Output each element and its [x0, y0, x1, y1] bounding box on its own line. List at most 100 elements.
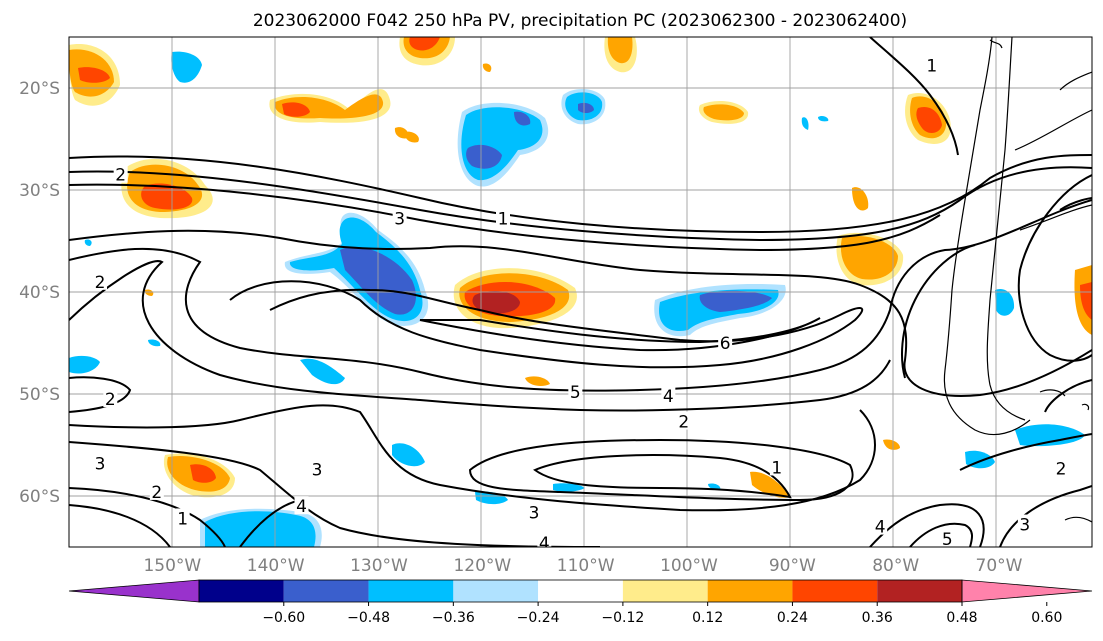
contour-label: 1 [926, 57, 937, 77]
pv-contours [69, 37, 1092, 547]
contour-label: 2 [105, 390, 116, 410]
colorbar-tick-label: −0.12 [601, 610, 644, 626]
precip-positive-area [1080, 282, 1092, 320]
contour-label-bg [93, 271, 107, 290]
pv-contour [69, 154, 1092, 234]
contour-label: 3 [394, 210, 405, 230]
pv-contour [69, 166, 1092, 242]
colorbar-segment [199, 580, 284, 602]
pv-contour [999, 485, 1092, 547]
colorbar-tick-label: −0.48 [347, 610, 390, 626]
coastline [989, 39, 1003, 49]
precip-negative-area [553, 483, 585, 492]
lon-tick-label: 120°W [453, 556, 511, 576]
lon-tick-label: 100°W [660, 556, 718, 576]
contour-label: 6 [720, 334, 731, 354]
contour-label-bg [93, 453, 107, 472]
precip-negative-area [818, 115, 829, 122]
border-line [1014, 109, 1092, 151]
map-title: 2023062000 F042 250 hPa PV, precipitatio… [253, 11, 907, 31]
precip-positive-area [607, 37, 633, 64]
precip-positive-area [482, 63, 492, 72]
contour-label-bg [175, 508, 190, 527]
precip-negative-area [205, 511, 316, 547]
pv-contour [69, 441, 601, 547]
pv-contour [533, 454, 792, 499]
contour-label: 2 [115, 166, 126, 186]
precip-positive-area [190, 464, 216, 483]
precip-negative-area [300, 358, 345, 385]
contour-label-bg [310, 459, 324, 478]
precip-positive-area [394, 127, 409, 139]
border-line [1059, 71, 1092, 91]
colorbar-segment [792, 580, 878, 602]
pv-contour [229, 280, 864, 369]
contour-label-bg [294, 496, 309, 515]
precip-negative-area [69, 355, 100, 374]
pv-contour [901, 244, 976, 379]
pv-contour [69, 404, 876, 512]
contour-label-bg [113, 164, 128, 183]
coastline [1081, 403, 1090, 411]
contour-label-bg [769, 457, 784, 476]
contour-label: 2 [151, 483, 162, 503]
colorbar-tick-label: −0.36 [432, 610, 475, 626]
precip-positive-area [404, 131, 419, 143]
contour-label-bg [392, 208, 407, 227]
precip-negative-area [708, 483, 721, 490]
precip-negative-area [514, 111, 531, 126]
precip-negative-area [578, 102, 594, 113]
contour-label: 3 [529, 503, 540, 523]
colorbar-tick-label: −0.60 [262, 610, 305, 626]
contour-label-bg [149, 481, 164, 500]
contour-label: 1 [177, 509, 188, 529]
precip-negative-area [1015, 424, 1085, 447]
colorbar-segment [368, 580, 454, 602]
contour-label: 4 [663, 387, 674, 407]
pv-contour [468, 438, 854, 502]
contour-label-bg [103, 389, 118, 408]
colorbar-segment [877, 580, 962, 602]
pv-contour [869, 503, 985, 547]
colorbar-segment [707, 580, 793, 602]
lon-tick-label: 70°W [976, 556, 1023, 576]
contour-label-bg [537, 532, 552, 547]
pv-contour [419, 317, 821, 352]
colorbar-tick-label: −0.24 [517, 610, 560, 626]
longitude-labels: 150°W 140°W 130°W 120°W 110°W 100°W 90°W 80°W 70… [143, 556, 1022, 576]
colorbar-tick-label: 0.48 [946, 610, 977, 626]
pv-contour [959, 433, 1092, 471]
contour-label: 4 [539, 534, 550, 554]
precip-positive-area [916, 106, 942, 134]
precip-negative-area [466, 144, 502, 169]
precip-positive-area [883, 439, 900, 450]
lon-tick-label: 90°W [769, 556, 816, 576]
pv-contour [69, 229, 1092, 397]
pv-contour [869, 37, 959, 156]
contour-label-bg [527, 502, 541, 521]
colorbar-segment [538, 580, 623, 602]
pv-contour [909, 522, 973, 547]
lat-tick-label: 20°S [19, 79, 60, 99]
contour-label: 5 [570, 383, 581, 403]
pv-contour [69, 487, 226, 547]
pv-contour [1017, 174, 1092, 362]
colorbar-outline [198, 579, 963, 603]
precip-negative-area [699, 290, 772, 312]
precip-negative-area [995, 288, 1015, 316]
contour-label-bg [1054, 458, 1068, 477]
lon-tick-label: 80°W [872, 556, 919, 576]
coastline [943, 37, 1031, 435]
contour-label-bg [924, 55, 939, 74]
contour-label: 3 [1019, 516, 1030, 536]
colorbar: −0.60 −0.48 −0.36 −0.24 −0.12 0.12 0.24 0.36 0.4… [68, 579, 1093, 626]
contour-label: 1 [771, 458, 782, 478]
precip-positive-area [409, 37, 440, 51]
lon-tick-label: 140°W [247, 556, 305, 576]
contour-label: 5 [942, 530, 953, 550]
precip-negative-area [84, 239, 92, 246]
map-frame [68, 36, 1093, 548]
